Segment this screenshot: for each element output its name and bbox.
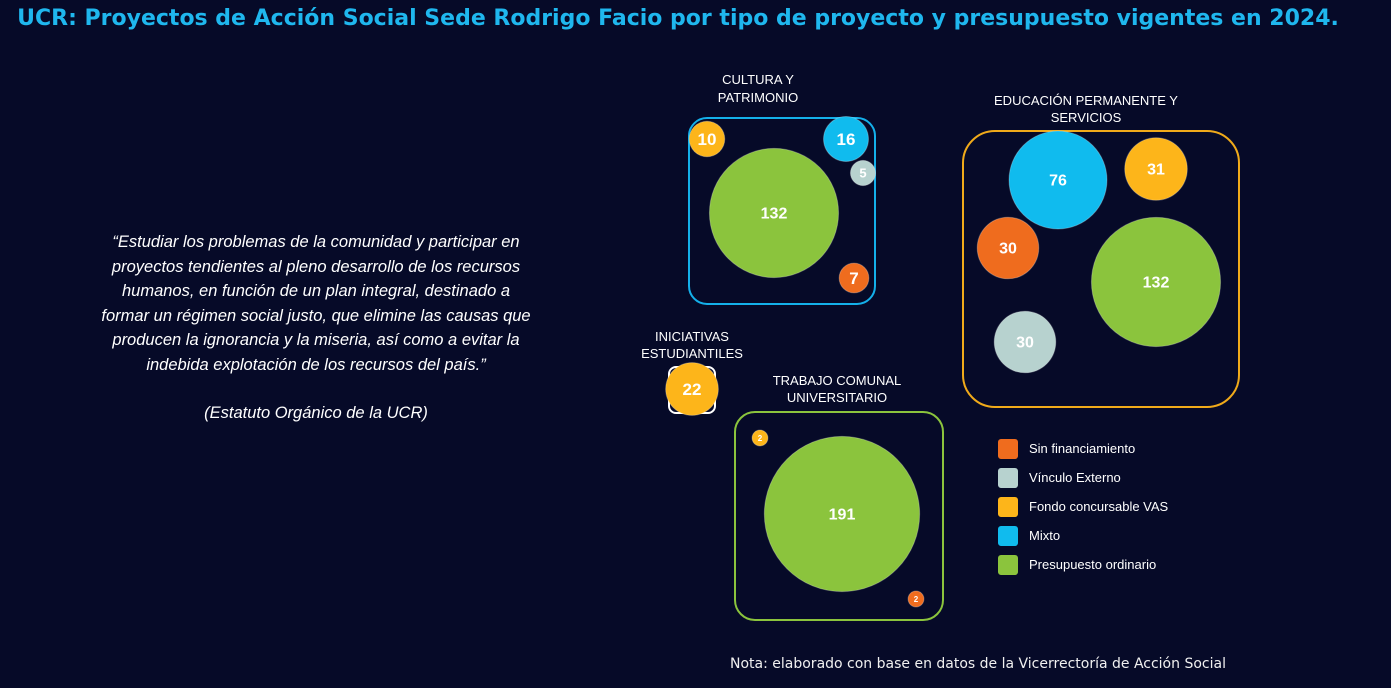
data-label-iniciativas-estudiantiles-fondo-concursable-vas: 22 <box>683 380 702 399</box>
bubble-cultura-y-patrimonio-vinculo-externo <box>849 159 877 187</box>
bubble-educacion-permanente-y-servicios-vinculo-externo <box>993 310 1057 374</box>
group-iniciativas-estudiantiles: INICIATIVAS ESTUDIANTILES 22 <box>641 329 743 416</box>
bubble-trabajo-comunal-universitario-sin-financiamiento <box>907 590 925 608</box>
legend-item-mixto: Mixto <box>998 521 1168 550</box>
quote-block: “Estudiar los problemas de la comunidad … <box>100 230 532 426</box>
data-label-educacion-permanente-y-servicios-sin-financiamiento: 30 <box>999 241 1017 258</box>
bubble-cultura-y-patrimonio-presupuesto-ordinario <box>708 147 840 279</box>
bubble-educacion-permanente-y-servicios-fondo-concursable-vas <box>1124 137 1188 201</box>
group-frame-trabajo-comunal-universitario <box>734 411 944 621</box>
legend: Sin financiamiento Vínculo Externo Fondo c… <box>998 434 1168 579</box>
legend-label: Vínculo Externo <box>1029 470 1121 485</box>
quote-source: (Estatuto Orgánico de la UCR) <box>204 404 428 422</box>
group-title-trabajo-comunal-universitario: UNIVERSITARIO <box>787 390 887 405</box>
data-label-trabajo-comunal-universitario-presupuesto-ordinario: 191 <box>829 507 856 524</box>
data-label-cultura-y-patrimonio-sin-financiamiento: 7 <box>849 269 858 288</box>
bubble-educacion-permanente-y-servicios-presupuesto-ordinario <box>1090 216 1222 348</box>
group-title-cultura-y-patrimonio: PATRIMONIO <box>718 90 798 105</box>
legend-item-sin-financiamiento: Sin financiamiento <box>998 434 1168 463</box>
bubble-iniciativas-estudiantiles-fondo-concursable-vas <box>665 362 719 416</box>
data-label-cultura-y-patrimonio-fondo-concursable-vas: 10 <box>698 130 717 149</box>
group-title-iniciativas-estudiantiles: ESTUDIANTILES <box>641 346 743 361</box>
source-note: Nota: elaborado con base en datos de la … <box>730 656 1226 672</box>
legend-item-vinculo-externo: Vínculo Externo <box>998 463 1168 492</box>
page-title: UCR: Proyectos de Acción Social Sede Rod… <box>17 6 1339 31</box>
bubble-educacion-permanente-y-servicios-mixto <box>1008 130 1108 230</box>
group-frame-cultura-y-patrimonio <box>688 117 876 305</box>
bubble-cultura-y-patrimonio-fondo-concursable-vas <box>688 120 726 158</box>
bubble-educacion-permanente-y-servicios-sin-financiamiento <box>976 216 1040 280</box>
data-label-educacion-permanente-y-servicios-vinculo-externo: 30 <box>1016 335 1034 352</box>
group-title-educacion-permanente-y-servicios: EDUCACIÓN PERMANENTE Y <box>994 93 1178 108</box>
group-cultura-y-patrimonio: CULTURA Y PATRIMONIO 132 10 16 5 7 <box>688 72 877 305</box>
data-label-trabajo-comunal-universitario-fondo-concursable-vas: 2 <box>758 434 763 443</box>
bubble-trabajo-comunal-universitario-presupuesto-ordinario <box>763 435 921 593</box>
data-label-educacion-permanente-y-servicios-fondo-concursable-vas: 31 <box>1147 162 1165 179</box>
bubble-cultura-y-patrimonio-sin-financiamiento <box>838 262 870 294</box>
group-title-educacion-permanente-y-servicios: SERVICIOS <box>1051 110 1122 125</box>
data-label-cultura-y-patrimonio-presupuesto-ordinario: 132 <box>761 206 788 223</box>
legend-item-presupuesto-ordinario: Presupuesto ordinario <box>998 550 1168 579</box>
legend-swatch <box>998 525 1018 546</box>
group-title-iniciativas-estudiantiles: INICIATIVAS <box>655 329 729 344</box>
legend-label: Mixto <box>1029 528 1061 543</box>
legend-swatch <box>998 438 1018 459</box>
data-label-educacion-permanente-y-servicios-presupuesto-ordinario: 132 <box>1143 275 1170 292</box>
quote-text: “Estudiar los problemas de la comunidad … <box>101 233 531 374</box>
legend-label: Fondo concursable VAS <box>1029 499 1169 514</box>
group-title-cultura-y-patrimonio: CULTURA Y <box>722 72 794 87</box>
group-educacion-permanente-y-servicios: EDUCACIÓN PERMANENTE Y SERVICIOS 76 31 30 132… <box>962 93 1240 408</box>
group-trabajo-comunal-universitario: TRABAJO COMUNAL UNIVERSITARIO 191 2 2 <box>734 373 944 621</box>
legend-swatch <box>998 554 1018 575</box>
data-label-trabajo-comunal-universitario-sin-financiamiento: 2 <box>914 595 919 604</box>
data-label-educacion-permanente-y-servicios-mixto: 76 <box>1049 173 1067 190</box>
legend-label: Presupuesto ordinario <box>1029 557 1157 572</box>
legend-swatch <box>998 496 1018 517</box>
bubble-cultura-y-patrimonio-mixto <box>823 116 869 162</box>
bubble-trabajo-comunal-universitario-fondo-concursable-vas <box>751 429 769 447</box>
group-title-trabajo-comunal-universitario: TRABAJO COMUNAL <box>773 373 902 388</box>
data-label-cultura-y-patrimonio-vinculo-externo: 5 <box>859 166 866 181</box>
data-label-cultura-y-patrimonio-mixto: 16 <box>837 130 856 149</box>
legend-label: Sin financiamiento <box>1029 441 1136 456</box>
legend-swatch <box>998 467 1018 488</box>
legend-item-fondo-concursable-vas: Fondo concursable VAS <box>998 492 1168 521</box>
group-frame-educacion-permanente-y-servicios <box>962 130 1240 408</box>
